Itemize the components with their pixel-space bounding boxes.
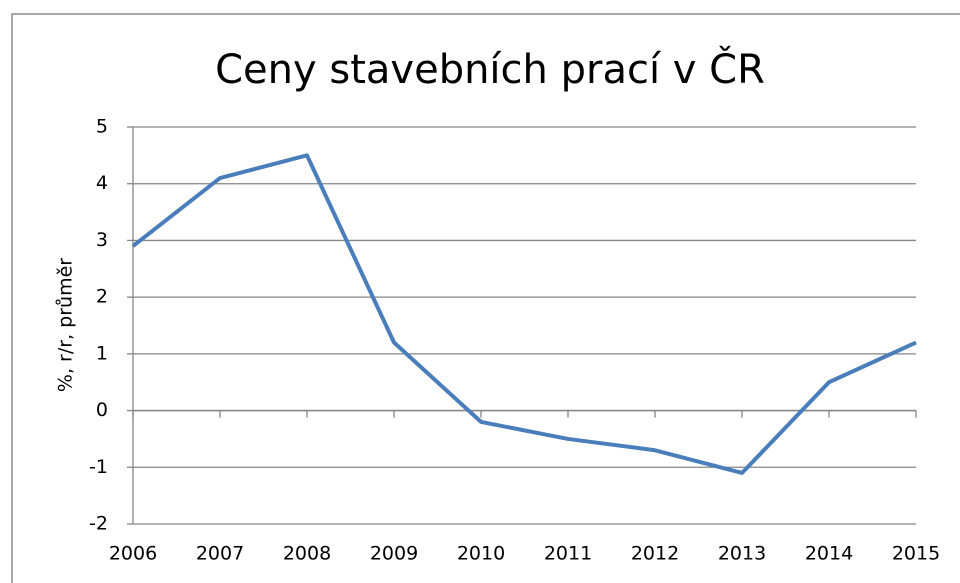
y-tick-label: -1 (89, 456, 108, 478)
y-tick-label: 5 (96, 116, 108, 138)
y-tick-label: 0 (96, 399, 108, 421)
x-tick-label: 2006 (109, 543, 157, 565)
x-tick-label: 2014 (805, 543, 853, 565)
y-axis-label: %, r/r, průměr (55, 258, 77, 392)
y-tick-label: 3 (96, 229, 108, 251)
x-tick-label: 2010 (457, 543, 505, 565)
chart-title: Ceny stavebních prací v ČR (215, 45, 765, 93)
x-tick-label: 2015 (892, 543, 940, 565)
x-tick-label: 2011 (544, 543, 592, 565)
y-tick-label: 4 (96, 172, 108, 194)
y-tick-label: 1 (96, 342, 108, 364)
chart-frame (11, 13, 960, 583)
x-tick-label: 2008 (283, 543, 331, 565)
x-tick-label: 2007 (196, 543, 244, 565)
y-tick-label: -2 (89, 513, 108, 535)
x-tick-label: 2013 (718, 543, 766, 565)
x-tick-label: 2009 (370, 543, 418, 565)
data-line (131, 153, 917, 475)
x-tick-label: 2012 (631, 543, 679, 565)
y-tick-label: 2 (96, 286, 108, 308)
